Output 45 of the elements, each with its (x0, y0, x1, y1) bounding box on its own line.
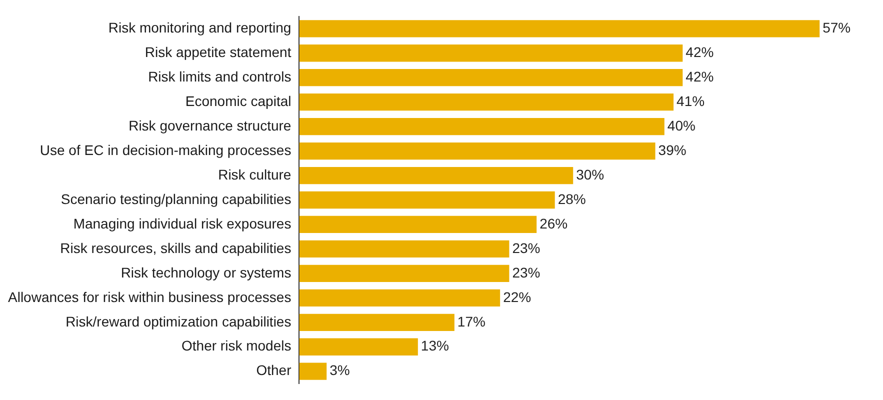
y-tick-label: Managing individual risk exposures (73, 215, 292, 232)
data-label: 22% (503, 288, 532, 305)
bar (299, 20, 820, 38)
y-tick-label: Other risk models (182, 338, 292, 354)
y-tick-label: Risk technology or systems (120, 264, 292, 280)
bar (299, 94, 674, 111)
bar (299, 191, 555, 209)
y-tick-label: Risk governance structure (128, 117, 292, 134)
bar (299, 240, 510, 258)
bar (299, 142, 656, 160)
bar (299, 118, 664, 136)
data-label: 23% (512, 264, 540, 280)
data-label: 30% (576, 166, 604, 182)
data-label: 57% (822, 20, 851, 36)
y-tick-label: Risk/reward optimization capabilities (66, 313, 292, 330)
y-tick-label: Risk limits and controls (148, 68, 292, 84)
y-tick-label: Allowances for risk within business processes (8, 288, 292, 305)
bar (299, 44, 683, 62)
data-label: 28% (558, 190, 586, 207)
data-label: 3% (330, 362, 350, 378)
data-label: 40% (667, 117, 696, 134)
data-label: 26% (540, 215, 568, 232)
y-tick-label: Risk resources, skills and capabilities (60, 240, 292, 256)
data-label: 42% (686, 44, 714, 60)
y-tick-label: Economic capital (185, 92, 292, 109)
bar (299, 69, 683, 86)
bar (299, 264, 510, 282)
data-label: 13% (420, 338, 449, 354)
y-tick-label: Risk appetite statement (144, 44, 292, 60)
bar (299, 314, 454, 331)
y-tick-label: Use of EC in decision-making processes (40, 142, 292, 158)
bar (299, 166, 574, 184)
bar (299, 216, 537, 234)
data-label: 39% (658, 142, 686, 158)
data-label: 23% (512, 240, 540, 256)
y-tick-label: Risk monitoring and reporting (108, 20, 292, 36)
y-tick-label: Scenario testing/planning capabilities (60, 190, 292, 207)
y-tick-label: Risk culture (218, 166, 292, 182)
bar (299, 289, 500, 306)
data-label: 42% (686, 68, 714, 84)
data-label: 41% (676, 92, 705, 109)
data-label: 17% (457, 313, 486, 330)
bar (299, 338, 418, 356)
bar (299, 362, 327, 380)
y-tick-label: Other (256, 362, 292, 378)
